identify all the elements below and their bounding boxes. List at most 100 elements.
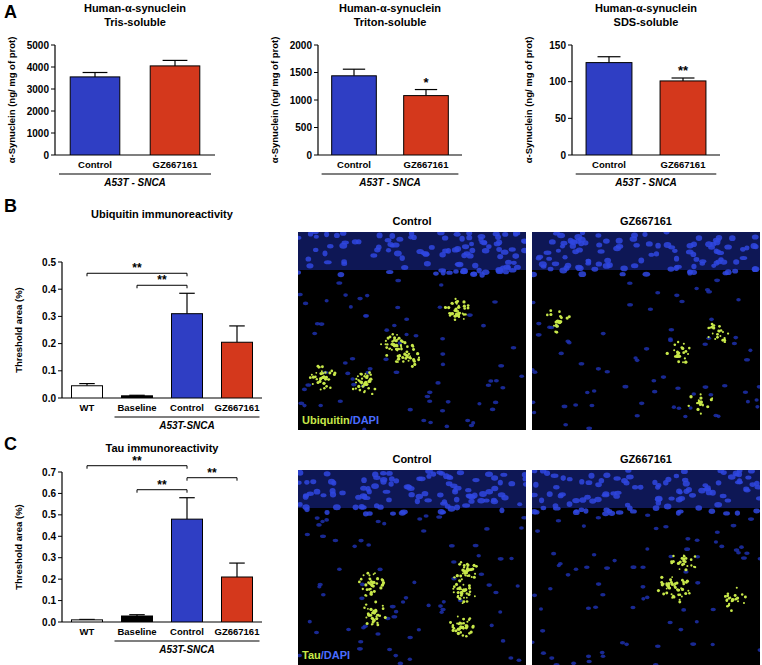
stain-speck — [696, 408, 699, 411]
stain-speck — [462, 634, 465, 637]
stain-speck — [694, 566, 696, 568]
category-label: GZ667161 — [215, 402, 261, 413]
nucleus — [586, 606, 591, 610]
stain-speck — [728, 603, 730, 605]
group-label: A53T-SNCA — [158, 644, 215, 655]
stain-speck — [452, 629, 455, 632]
nucleus — [626, 475, 634, 480]
nucleus — [330, 488, 336, 494]
stain-speck — [411, 344, 414, 347]
stain-speck — [717, 330, 720, 333]
stain-speck — [321, 376, 324, 379]
stain-speck — [408, 356, 410, 358]
y-tick-label: 0.2 — [42, 574, 56, 585]
stain-speck — [404, 357, 407, 360]
stain-speck — [474, 595, 476, 597]
nucleus — [298, 481, 302, 485]
error-cap — [343, 69, 365, 70]
stain-speck — [729, 597, 731, 599]
nucleus — [512, 253, 519, 259]
category-label: Control — [170, 402, 204, 413]
nucleus — [592, 389, 597, 393]
nucleus — [669, 328, 675, 332]
error-bar — [174, 60, 175, 66]
nucleus — [714, 240, 721, 246]
nucleus — [632, 485, 638, 489]
stain-speck — [737, 600, 739, 602]
nucleus — [470, 272, 477, 277]
nucleus — [667, 621, 672, 625]
stain-speck — [316, 378, 318, 380]
nucleus — [714, 248, 719, 254]
nucleus — [405, 484, 412, 489]
stain-speck — [417, 358, 420, 361]
nucleus — [639, 402, 645, 406]
nucleus — [667, 266, 674, 271]
stain-speck — [458, 305, 460, 307]
nucleus — [541, 264, 547, 268]
y-tick-label: 0 — [43, 150, 49, 161]
nuclear-band — [298, 232, 526, 270]
nucleus — [748, 517, 754, 521]
nucleus — [711, 643, 715, 647]
nucleus — [501, 639, 506, 643]
significance: ** — [157, 273, 167, 287]
nucleus — [559, 352, 564, 356]
nucleus — [486, 384, 492, 388]
stain-speck — [685, 361, 687, 363]
stain-speck — [364, 390, 366, 392]
stain-speck — [451, 626, 454, 629]
stain-speck — [352, 388, 354, 390]
stain-speck — [474, 573, 476, 575]
stain-speck — [711, 326, 714, 329]
nucleus — [648, 307, 653, 311]
stain-speck — [392, 343, 395, 346]
y-label: Threshold area (%) — [13, 504, 24, 590]
nucleus — [645, 596, 650, 600]
stain-speck — [457, 632, 460, 635]
nucleus — [483, 499, 489, 503]
panel-label: B — [4, 196, 17, 216]
stain-speck — [406, 356, 408, 358]
nucleus — [325, 510, 330, 515]
nucleus — [442, 249, 449, 254]
nucleus — [389, 233, 395, 239]
stain-speck — [358, 581, 361, 584]
bracket-end — [187, 285, 188, 288]
image-title: Control — [392, 453, 431, 465]
nucleus — [472, 263, 478, 269]
nucleus — [642, 272, 650, 277]
stain-speck — [362, 588, 364, 590]
nucleus — [532, 301, 535, 305]
stain-speck — [397, 358, 400, 361]
y-tick — [58, 579, 62, 580]
nucleus — [532, 370, 537, 374]
stain-speck — [688, 347, 691, 350]
bars — [70, 60, 200, 155]
nucleus — [675, 265, 682, 269]
stain-speck — [361, 378, 363, 380]
nucleus — [359, 504, 365, 510]
nucleus — [627, 281, 633, 285]
stain-speck — [724, 595, 727, 598]
y-tick-label: 1500 — [290, 67, 313, 78]
nucleus — [421, 419, 426, 423]
nucleus — [702, 342, 708, 346]
stain-speck — [395, 339, 398, 342]
stain-speck — [670, 579, 672, 581]
nucleus — [752, 234, 759, 239]
stain-speck — [726, 600, 729, 603]
nucleus — [377, 505, 383, 510]
y-label: α-Synuclein (ng/ mg of prot) — [6, 37, 17, 164]
nucleus — [743, 487, 749, 492]
stain-speck — [469, 617, 472, 620]
nucleus — [333, 539, 339, 543]
stain-speck — [398, 348, 400, 350]
nucleus — [625, 470, 631, 473]
nucleus — [752, 266, 758, 272]
nucleus — [314, 489, 321, 495]
nucleus — [732, 342, 737, 346]
nucleus — [509, 268, 517, 273]
nucleus — [482, 248, 490, 254]
nucleus — [588, 473, 594, 479]
